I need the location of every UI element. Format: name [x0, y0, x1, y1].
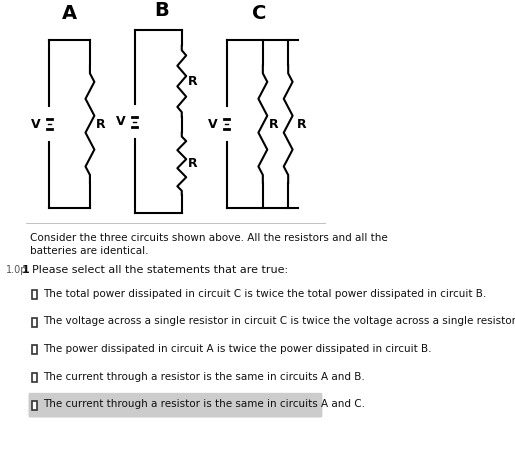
Text: 1.0p: 1.0p [6, 265, 28, 275]
Bar [31, 373, 38, 382]
Text: batteries are identical.: batteries are identical. [30, 246, 149, 256]
Text: Please select all the statements that are true:: Please select all the statements that ar… [31, 265, 288, 275]
Text: The voltage across a single resistor in circuit C is twice the voltage across a : The voltage across a single resistor in … [43, 316, 515, 326]
Text: B: B [154, 1, 169, 20]
Bar [31, 318, 38, 327]
Text: The total power dissipated in circuit C is twice the total power dissipated in c: The total power dissipated in circuit C … [43, 289, 486, 298]
Bar [31, 346, 38, 354]
Text: A: A [62, 4, 77, 23]
Text: C: C [252, 4, 267, 23]
Text: 1: 1 [22, 265, 30, 275]
Bar [31, 401, 38, 409]
Text: The current through a resistor is the same in circuits A and C.: The current through a resistor is the sa… [43, 399, 365, 409]
Text: R: R [297, 118, 306, 131]
Text: V: V [208, 118, 218, 131]
Text: Consider the three circuits shown above. All the resistors and all the: Consider the three circuits shown above.… [30, 233, 388, 243]
Text: The power dissipated in circuit A is twice the power dissipated in circuit B.: The power dissipated in circuit A is twi… [43, 344, 432, 354]
Text: The current through a resistor is the same in circuits A and B.: The current through a resistor is the sa… [43, 371, 365, 381]
Text: R: R [269, 118, 279, 131]
Text: R: R [96, 118, 106, 131]
Bar [31, 290, 38, 299]
FancyBboxPatch shape [28, 393, 322, 418]
Text: R: R [188, 75, 198, 88]
Text: R: R [188, 157, 198, 170]
Text: V: V [116, 115, 126, 128]
Text: V: V [31, 118, 41, 131]
